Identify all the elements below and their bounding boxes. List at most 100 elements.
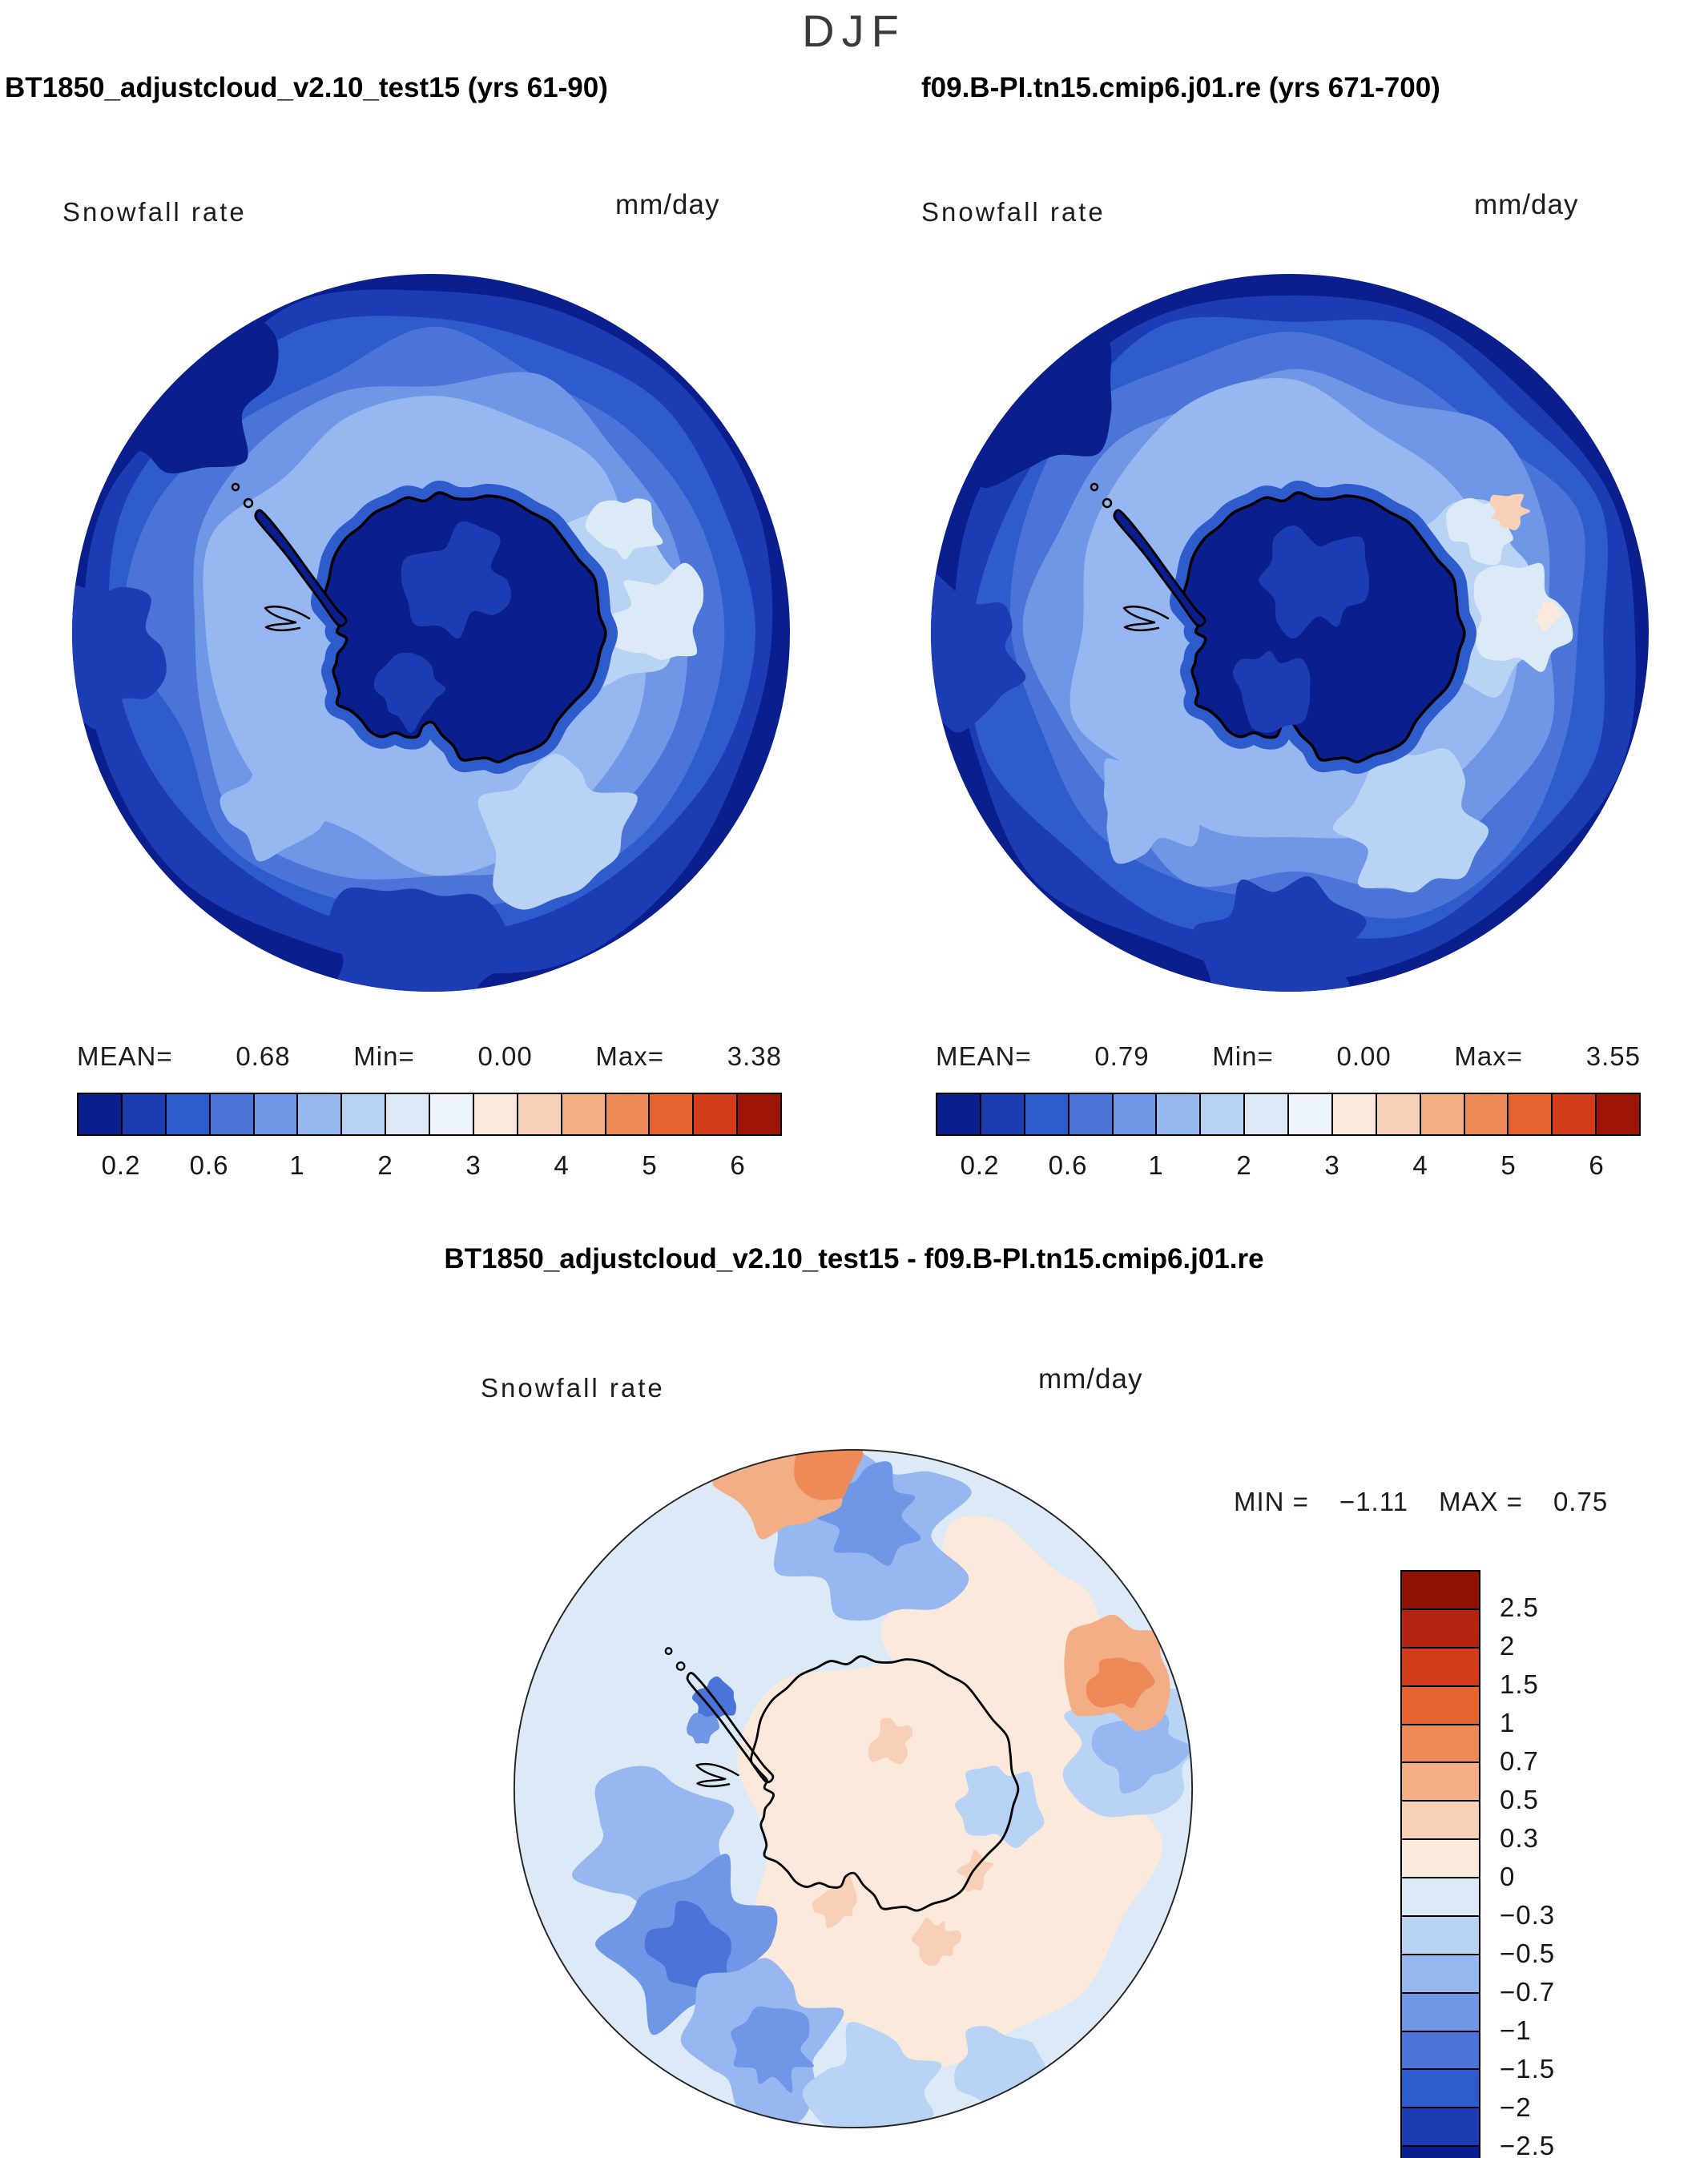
colorbar-cell [1375,1094,1420,1134]
colorbar-cell [560,1094,605,1134]
map-svg [513,1448,1194,2129]
panel-1-colorbar-ticks: 0.2 0.6 1 2 3 4 5 6 [77,1150,782,1184]
panel-1-colorbar [77,1093,782,1136]
colorbar-cell [1023,1094,1068,1134]
panel-2-colorbar [936,1093,1641,1136]
colorbar-tick-label: 5 [642,1150,658,1180]
colorbar-cell [252,1094,297,1134]
max-label: Max= [595,1041,665,1071]
panel-1-field-label: Snowfall rate [62,197,247,227]
diff-colorbar-tick-label: −0.7 [1500,1977,1556,2007]
diff-colorbar-tick-label: −0.5 [1500,1939,1556,1968]
colorbar-cell [516,1094,561,1134]
colorbar-cell [164,1094,209,1134]
colorbar-cell [1199,1094,1244,1134]
diff-colorbar-tick-label: 0.5 [1500,1785,1539,1814]
colorbar-cell [1287,1094,1331,1134]
colorbar-tick-label: 0.6 [189,1150,229,1180]
diff-colorbar-tick-label: 1.5 [1500,1669,1539,1699]
colorbar-cell [208,1094,253,1134]
colorbar-cell [1111,1094,1156,1134]
colorbar-tick-label: 4 [1412,1150,1428,1180]
mean-value: 0.79 [1094,1041,1150,1071]
colorbar-tick-label: 2 [1236,1150,1252,1180]
diff-max-label: MAX = [1439,1487,1523,1516]
diff-colorbar-cell [1402,2030,1479,2069]
diff-colorbar-tick-label: −1.5 [1500,2054,1556,2084]
diff-colorbar-tick-label: 0.3 [1500,1823,1539,1853]
diff-colorbar-tick-label: 1 [1500,1708,1516,1737]
panel-2-stats: MEAN= 0.79 Min= 0.00 Max= 3.55 [936,1041,1641,1072]
colorbar-cell [1243,1094,1287,1134]
colorbar-cell [340,1094,385,1134]
diff-min-label: MIN = [1234,1487,1309,1516]
diff-colorbar-cell [1402,1723,1479,1762]
max-value: 3.55 [1585,1041,1641,1071]
colorbar-cell [120,1094,165,1134]
colorbar-cell [385,1094,429,1134]
min-label: Min= [353,1041,415,1071]
colorbar-cell [79,1094,121,1134]
colorbar-cell [1595,1094,1639,1134]
diff-colorbar-tick-label: −2.5 [1500,2131,1556,2158]
diff-units-label: mm/day [1038,1363,1143,1395]
colorbar-cell [1331,1094,1376,1134]
colorbar-tick-label: 2 [377,1150,393,1180]
season-title: DJF [802,6,906,56]
min-label: Min= [1212,1041,1274,1071]
diff-colorbar-cell [1402,1761,1479,1801]
colorbar-tick-label: 5 [1501,1150,1517,1180]
colorbar-cell [604,1094,649,1134]
diff-colorbar-cell [1402,1608,1479,1647]
colorbar-cell [648,1094,693,1134]
max-value: 3.38 [727,1041,782,1071]
diff-field-label: Snowfall rate [481,1373,665,1403]
colorbar-cell [1551,1094,1596,1134]
diff-colorbar [1400,1570,1480,2158]
diff-colorbar-cell [1402,1991,1479,2031]
colorbar-cell [1155,1094,1200,1134]
diff-max-value: 0.75 [1553,1487,1609,1516]
colorbar-tick-label: 0.2 [960,1150,1000,1180]
diff-colorbar-cell [1402,1800,1479,1839]
max-label: Max= [1454,1041,1524,1071]
diff-minmax: MIN = −1.11 MAX = 0.75 [1234,1487,1608,1517]
diff-colorbar-cell [1402,1914,1479,1954]
diff-colorbar-cell [1402,2068,1479,2108]
diff-colorbar-tick-label: 2.5 [1500,1592,1539,1622]
min-value: 0.00 [477,1041,533,1071]
colorbar-tick-label: 6 [1589,1150,1605,1180]
diff-colorbar-tick-label: −0.3 [1500,1900,1556,1930]
diff-colorbar-cell [1402,2107,1479,2146]
map-svg [931,274,1649,992]
colorbar-cell [472,1094,517,1134]
panel-2-field-label: Snowfall rate [921,197,1106,227]
colorbar-tick-label: 1 [289,1150,305,1180]
colorbar-cell [937,1094,980,1134]
mean-value: 0.68 [236,1041,291,1071]
diff-colorbar-cell [1402,1572,1479,1608]
panel-2-units-label: mm/day [1474,189,1579,220]
diff-min-value: −1.11 [1339,1487,1408,1516]
colorbar-tick-label: 1 [1148,1150,1164,1180]
map-svg [72,274,790,992]
colorbar-tick-label: 3 [1324,1150,1340,1180]
diff-colorbar-tick-label: −1 [1500,2015,1532,2045]
panel-1-stats: MEAN= 0.68 Min= 0.00 Max= 3.38 [77,1041,782,1072]
diff-colorbar-tick-label: 0.7 [1500,1746,1539,1776]
colorbar-tick-label: 0.6 [1048,1150,1088,1180]
diff-colorbar-tick-label: 2 [1500,1631,1516,1661]
colorbar-cell [296,1094,341,1134]
diff-colorbar-cell [1402,1877,1479,1915]
diff-colorbar-cell [1402,1646,1479,1685]
diff-colorbar-cell [1402,1953,1479,1992]
panel-1-header: BT1850_adjustcloud_v2.10_test15 (yrs 61-… [5,72,608,103]
colorbar-tick-label: 3 [465,1150,481,1180]
diff-colorbar-cell [1402,1838,1479,1877]
diff-colorbar-cell [1402,1685,1479,1724]
colorbar-tick-label: 0.2 [101,1150,141,1180]
colorbar-tick-label: 6 [730,1150,746,1180]
colorbar-cell [1463,1094,1508,1134]
panel-1-units-label: mm/day [615,189,720,220]
